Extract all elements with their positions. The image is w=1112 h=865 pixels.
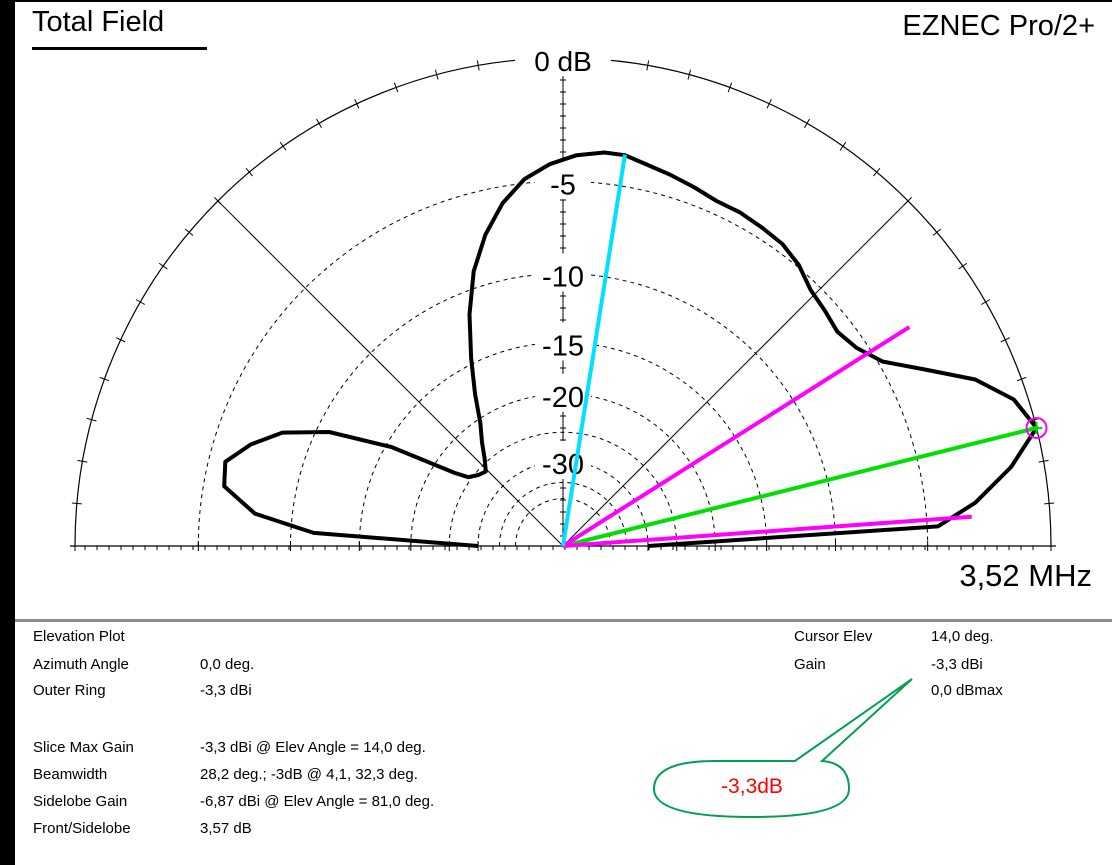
plot-window: 0 dB -5 -10 -15 -20 -30 Total Field EZNEC Pro…	[15, 2, 1112, 865]
ring-label: 0 dB	[534, 46, 592, 77]
front-sidelobe-value: 3,57 dB	[200, 820, 252, 837]
angle-tick	[135, 299, 145, 305]
angle-tick	[158, 262, 168, 270]
angle-tick	[279, 141, 287, 151]
angle-tick	[804, 118, 810, 128]
angle-tick	[981, 299, 991, 305]
callout-text: -3,3dB	[721, 775, 783, 798]
sidelobe-label: Sidelobe Gain	[33, 793, 128, 810]
azimuth-label: Azimuth Angle	[33, 656, 129, 673]
cursor-circle	[1025, 416, 1048, 439]
gain-value: -3,3 dBi	[931, 656, 983, 673]
plot-type-label: Elevation Plot	[33, 628, 125, 645]
angle-tick	[354, 98, 360, 109]
angle-tick	[904, 197, 912, 205]
gain-max-value: 0,0 dBmax	[931, 682, 1003, 699]
diagonal-axis	[217, 200, 564, 547]
diagonal-axis	[562, 200, 909, 547]
cursor-elev-value: 14,0 deg.	[931, 628, 994, 645]
angle-tick	[86, 417, 97, 422]
angle-tick	[185, 228, 194, 236]
pattern-curve	[222, 150, 1039, 548]
panel-separator	[15, 619, 1112, 622]
max-gain-line	[562, 426, 1037, 548]
grid-ring	[358, 341, 768, 547]
callout-shape	[652, 678, 913, 819]
angle-tick	[1044, 502, 1055, 505]
front-sidelobe-label: Front/Sidelobe	[33, 820, 131, 837]
slice-max-label: Slice Max Gain	[33, 739, 134, 756]
angle-tick	[958, 262, 968, 270]
angle-tick	[839, 141, 847, 151]
polar-elevation-plot: 0 dB-5-10-15-20-30	[70, 38, 1056, 551]
angle-tick	[393, 82, 399, 93]
ring-label-bg	[535, 373, 591, 412]
gain-label: Gain	[794, 656, 826, 673]
ring-label-bg	[535, 322, 591, 361]
cursor-elev-label: Cursor Elev	[794, 628, 873, 645]
outer-ring-value: -3,3 dBi	[200, 682, 252, 699]
beamwidth-upper	[561, 325, 911, 548]
angle-tick	[245, 168, 253, 177]
angle-tick	[99, 376, 110, 382]
angle-tick	[71, 502, 82, 505]
angle-tick	[646, 60, 650, 71]
angle-tick	[1038, 459, 1049, 463]
angle-tick	[687, 69, 692, 80]
angle-tick	[727, 82, 733, 93]
callout-bubble	[652, 678, 913, 819]
ring-label: -20	[542, 382, 584, 414]
title-underline	[32, 47, 207, 50]
angle-tick	[434, 69, 439, 80]
angle-tick	[115, 337, 126, 343]
slice-max-value: -3,3 dBi @ Elev Angle = 14,0 deg.	[200, 739, 426, 756]
angle-tick	[77, 459, 88, 463]
frequency-label: 3,52 MHz	[959, 558, 1092, 593]
grid-ring	[410, 393, 716, 547]
angle-tick	[1000, 337, 1011, 343]
angle-tick	[1016, 376, 1027, 382]
azimuth-value: 0,0 deg.	[200, 656, 255, 673]
angle-tick	[932, 228, 941, 236]
angle-tick	[214, 197, 222, 205]
sidelobe-line	[561, 154, 627, 547]
plot-title: Total Field	[32, 6, 165, 38]
outer-ring-label: Outer Ring	[33, 682, 106, 699]
sidelobe-value: -6,87 dBi @ Elev Angle = 81,0 deg.	[200, 793, 435, 810]
angle-tick	[873, 168, 881, 177]
brand-label: EZNEC Pro/2+	[902, 10, 1095, 42]
ring-label-bg	[535, 253, 591, 292]
ring-label-bg	[535, 441, 591, 480]
angle-tick	[476, 60, 480, 71]
angle-tick	[766, 98, 772, 109]
ring-label: -15	[542, 330, 584, 362]
beamwidth-lower	[562, 514, 972, 548]
beamwidth-value: 28,2 deg.; -3dB @ 4,1, 32,3 deg.	[200, 766, 418, 783]
ring-label-bg	[515, 38, 611, 76]
beamwidth-label: Beamwidth	[33, 766, 108, 783]
angle-tick	[316, 118, 322, 128]
grid-ring	[477, 460, 649, 547]
ring-label: -10	[542, 261, 584, 293]
ring-label: -5	[550, 169, 576, 201]
